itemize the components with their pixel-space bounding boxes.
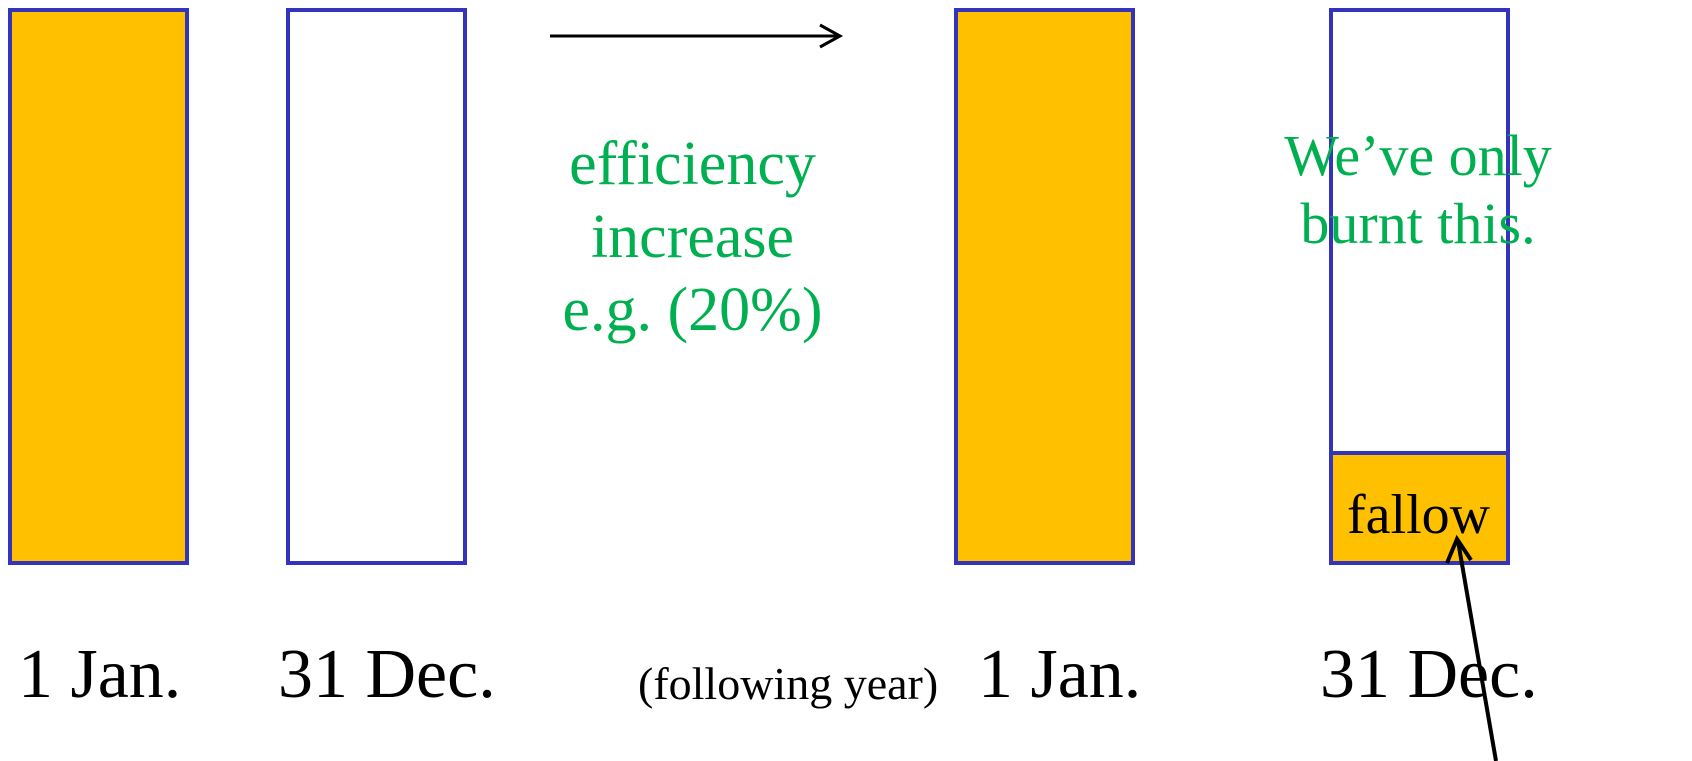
efficiency-line-1: efficiency	[569, 130, 816, 198]
label-following-year: (following year)	[638, 658, 939, 709]
efficiency-text: efficiency increase e.g. (20%)	[520, 128, 865, 347]
bar-1-jan-full	[8, 8, 189, 565]
burnt-line-2: burnt this.	[1300, 191, 1536, 257]
burnt-line-1: We’ve only	[1284, 123, 1552, 188]
bar-31-dec-empty	[286, 8, 467, 565]
efficiency-line-2: increase	[590, 203, 795, 272]
label-bar-2: 31 Dec.	[278, 636, 496, 713]
fallow-pointer-arrow-icon	[1445, 534, 1498, 761]
label-bar-4: 31 Dec.	[1320, 636, 1538, 713]
fallow-label: fallow	[1347, 484, 1491, 546]
burnt-text: We’ve only burnt this.	[1265, 122, 1571, 259]
arrow-right-icon	[550, 23, 844, 49]
label-bar-1: 1 Jan.	[18, 636, 182, 713]
fallow-portion	[1329, 451, 1510, 565]
label-bar-3: 1 Jan.	[978, 636, 1142, 713]
efficiency-line-3: e.g. (20%)	[562, 276, 823, 345]
bar-following-1-jan-full	[954, 8, 1135, 565]
